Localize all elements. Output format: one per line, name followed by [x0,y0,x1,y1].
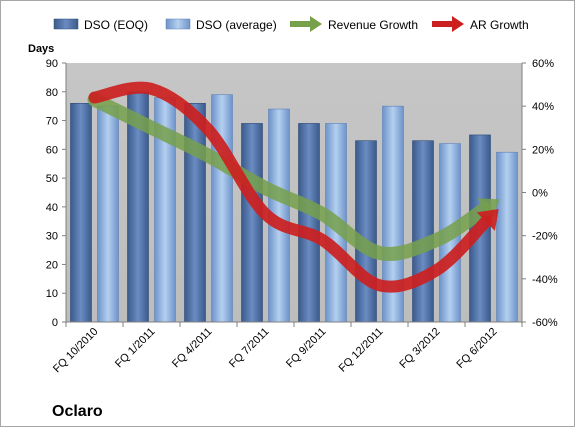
left-tick-label: 50 [46,173,58,185]
legend: DSO (EOQ) DSO (average) Revenue Growth A… [53,16,529,32]
legend-arrow-revenue-growth [290,16,322,32]
bar-dso-eoq [241,123,263,323]
legend-arrow-ar-growth [432,16,464,32]
bar-dso-eoq [184,102,206,323]
y-axis-title: Days [28,43,54,55]
right-axis-ticks: -60% -40% -20% 0% 20% 40% 60% [522,58,558,329]
left-tick-label: 10 [46,288,58,300]
right-tick-label: -20% [532,231,558,243]
line-ar-growth [88,81,492,293]
arrowhead-revenue-growth [477,198,500,221]
bar-dso-average [97,105,119,323]
left-tick-label: 40 [46,202,58,214]
right-tick-label: 0% [532,188,548,200]
legend-swatch-dso-average [165,18,191,30]
right-tick-label: -60% [532,317,558,329]
right-tick-label: -40% [532,274,558,286]
bar-dso-average [496,151,518,323]
company-label: Oclaro [52,403,103,420]
right-tick-label: 20% [532,144,554,156]
left-tick-label: 80 [46,87,58,99]
left-tick-label: 60 [46,144,58,156]
left-tick-label: 20 [46,259,58,271]
left-tick-label: 70 [46,116,58,128]
bar-dso-eoq [298,123,320,323]
left-tick-label: 30 [46,231,58,243]
legend-label-revenue-growth: Revenue Growth [328,18,418,32]
right-tick-label: 60% [532,58,554,70]
right-tick-label: 40% [532,101,554,113]
line-revenue-growth [87,92,492,261]
legend-label-dso-eoq: DSO (EOQ) [84,18,148,32]
legend-label-ar-growth: AR Growth [470,18,529,32]
arrowhead-ar-growth [476,209,499,231]
legend-swatch-dso-eoq [53,18,79,30]
left-tick-label: 90 [46,58,58,70]
bar-dso-eoq [355,140,377,323]
left-axis-ticks: 0 10 20 30 40 50 60 70 80 90 [46,58,66,329]
growth-lines [87,81,500,293]
bar-dso-eoq [70,102,92,323]
bar-dso-eoq [412,140,434,323]
legend-label-dso-average: DSO (average) [196,18,277,32]
bars [70,91,518,323]
left-tick-label: 0 [52,317,58,329]
axes [65,63,523,323]
